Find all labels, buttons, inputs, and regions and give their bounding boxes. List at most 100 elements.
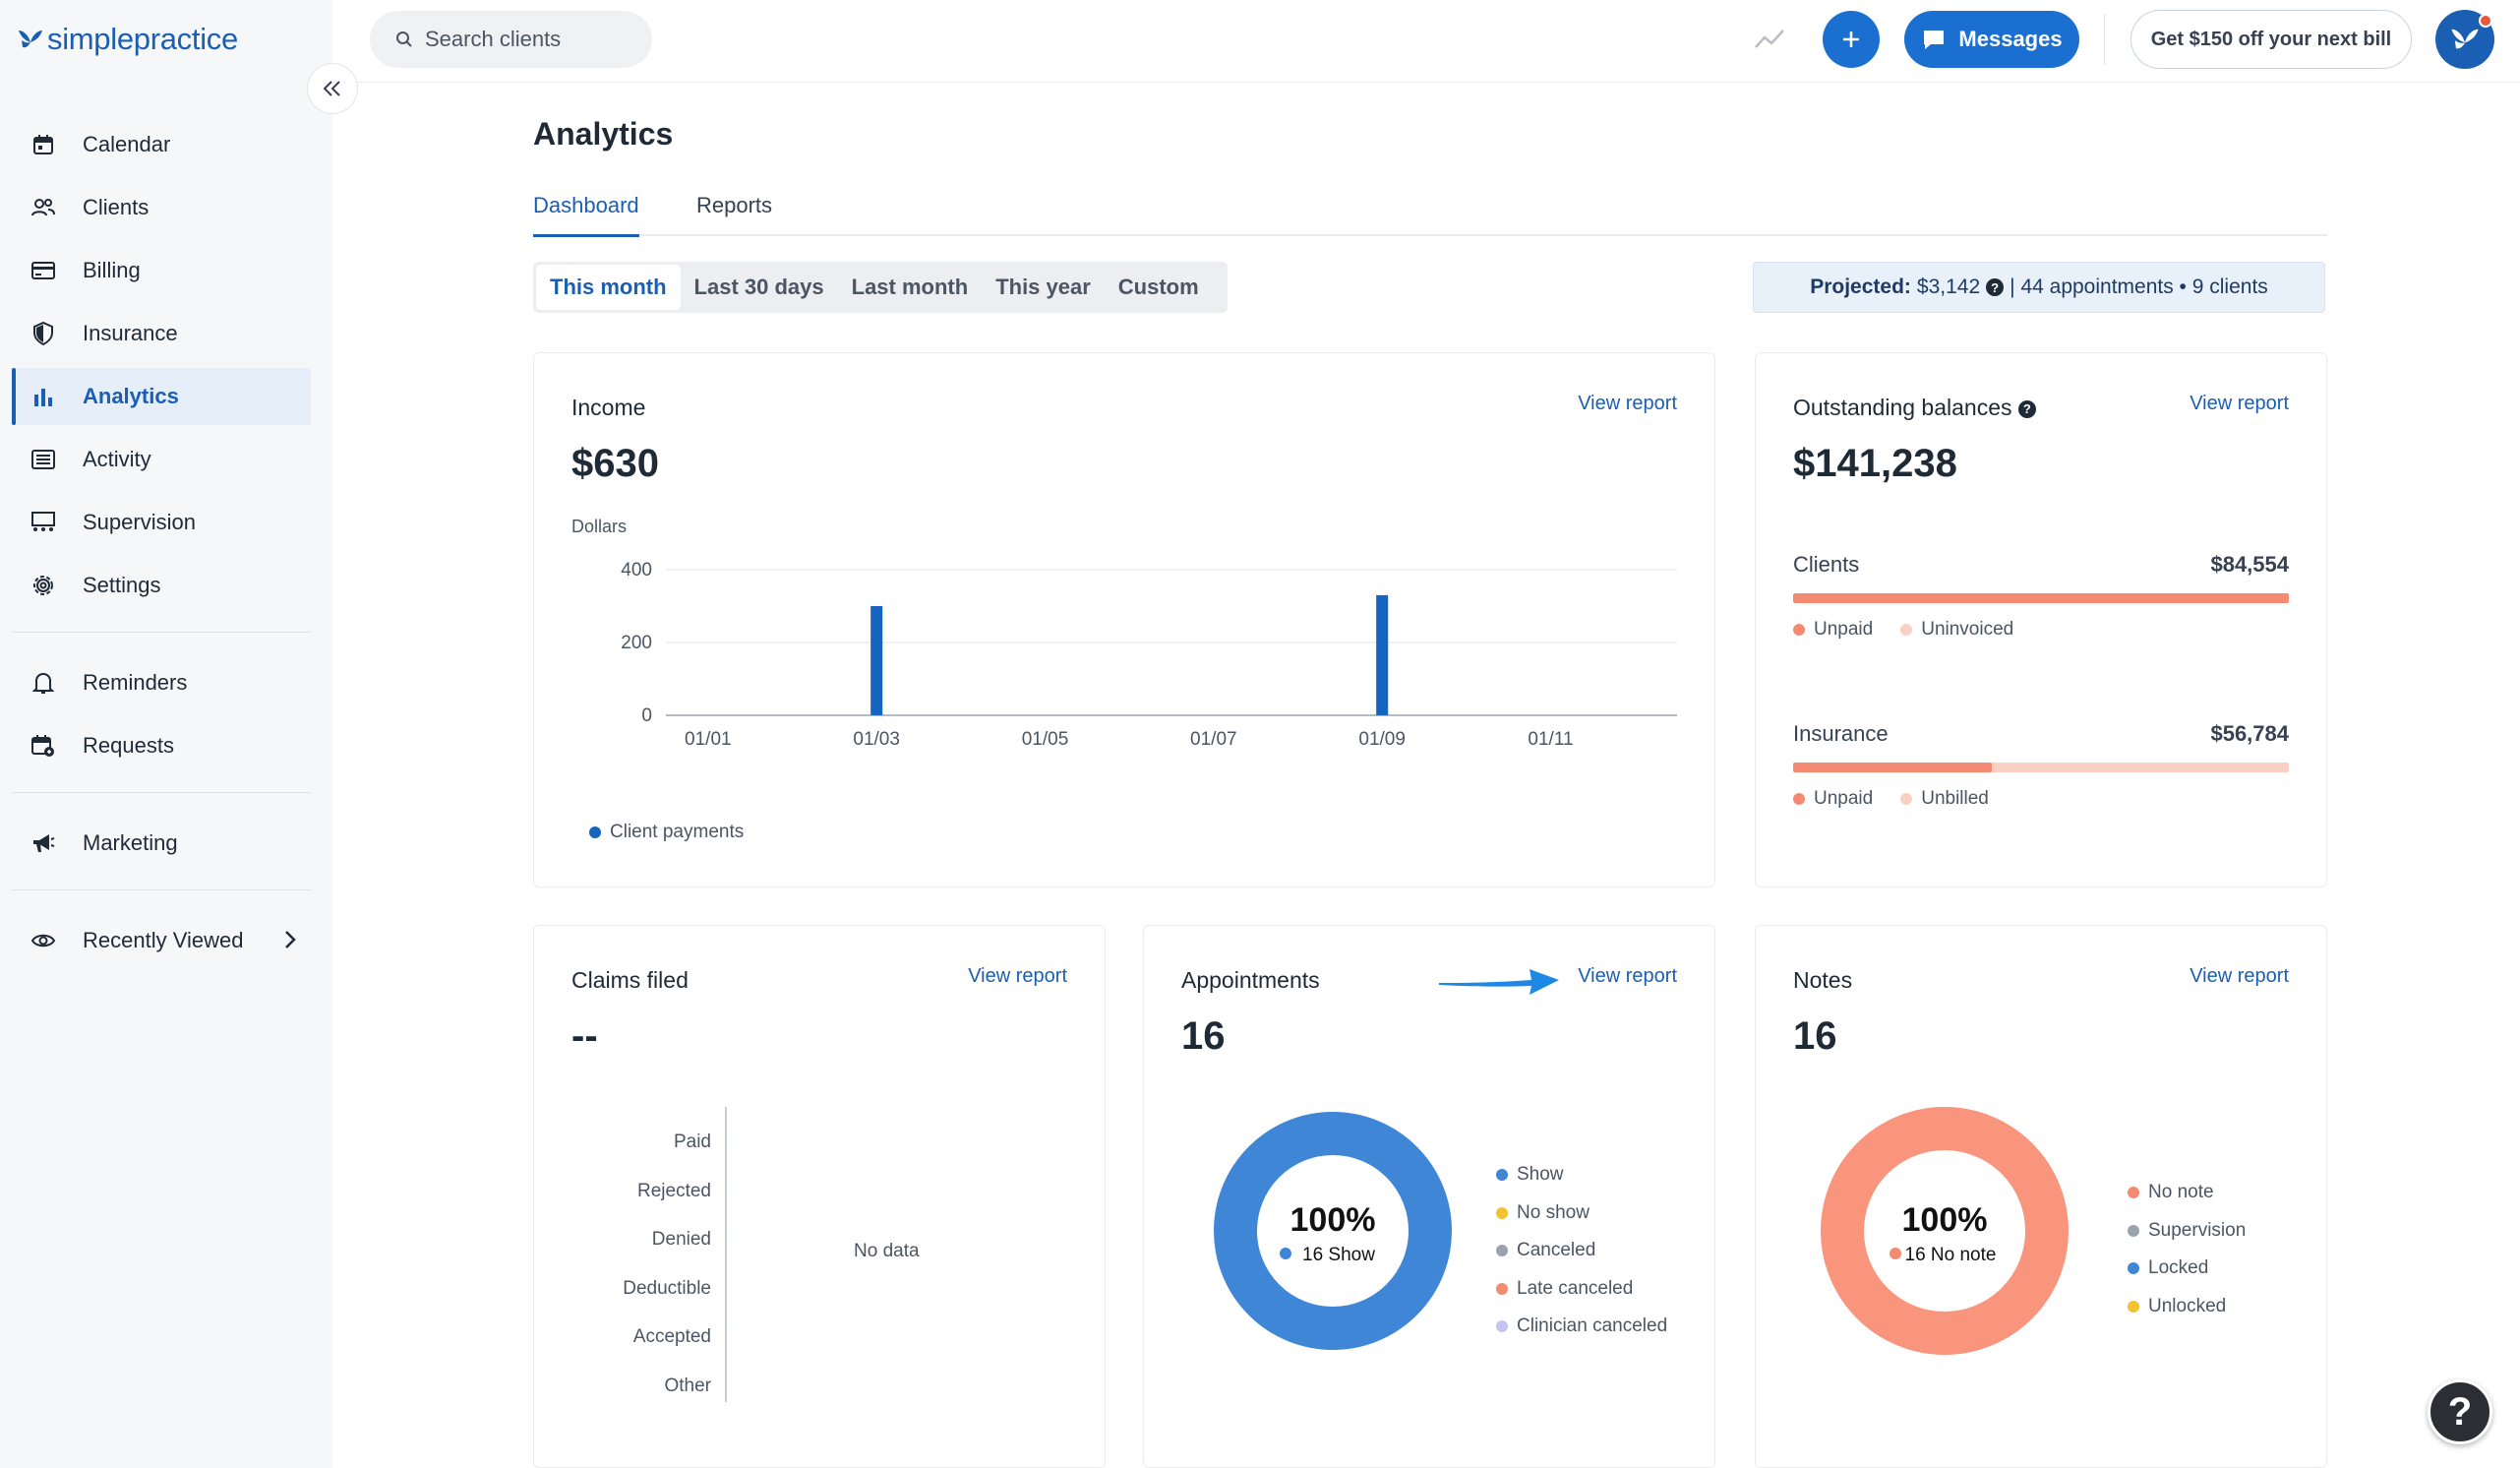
appointments-view-report-link[interactable]: View report	[1578, 965, 1677, 987]
sidebar-item-marketing[interactable]: Marketing	[12, 815, 311, 872]
sidebar-item-insurance[interactable]: Insurance	[12, 305, 311, 362]
appointments-total: 16	[1181, 1014, 1226, 1058]
legend-dot	[1496, 1169, 1508, 1182]
brand-name: simplepractice	[47, 22, 238, 57]
sidebar-divider	[12, 889, 311, 890]
tab-reports[interactable]: Reports	[696, 193, 773, 217]
chat-icon	[1924, 31, 1945, 49]
sidebar-item-settings[interactable]: Settings	[12, 557, 311, 614]
legend-dot	[2128, 1300, 2139, 1313]
tab-dashboard[interactable]: Dashboard	[533, 193, 639, 237]
income-legend: Client payments	[589, 822, 744, 843]
insurance-balance-legend: Unpaid Unbilled	[1793, 788, 1989, 810]
sidebar-item-label: Activity	[83, 447, 151, 471]
help-circle-icon[interactable]: ?	[2017, 399, 2036, 418]
legend-label: Unbilled	[1921, 788, 1989, 809]
legend-dot	[1496, 1245, 1508, 1257]
sidebar-item-analytics[interactable]: Analytics	[12, 368, 311, 425]
sidebar-item-label: Insurance	[83, 321, 178, 345]
sidebar-item-supervision[interactable]: Supervision	[12, 494, 311, 551]
y-tick-label: 0	[641, 705, 652, 726]
sidebar-item-recently-viewed[interactable]: Recently Viewed	[12, 912, 311, 969]
sidebar-item-label: Reminders	[83, 670, 188, 695]
promo-button[interactable]: Get $150 off your next bill	[2130, 10, 2412, 69]
legend-item: Supervision	[2128, 1212, 2246, 1251]
chevron-right-icon	[283, 928, 297, 957]
date-range-selector: This month Last 30 days Last month This …	[533, 262, 1228, 313]
income-view-report-link[interactable]: View report	[1578, 393, 1677, 414]
legend-dot	[1496, 1282, 1508, 1295]
x-tick-label: 01/05	[1022, 729, 1069, 750]
bell-icon	[30, 669, 57, 697]
brand-part-1: simple	[47, 22, 134, 56]
supervision-icon	[30, 509, 57, 536]
range-this-year[interactable]: This year	[995, 275, 1091, 299]
sidebar-item-activity[interactable]: Activity	[12, 431, 311, 488]
legend-dot	[1496, 1206, 1508, 1219]
income-bar[interactable]	[1376, 594, 1389, 715]
income-total: $630	[571, 442, 659, 485]
range-this-month[interactable]: This month	[536, 265, 681, 310]
sidebar-nav: Calendar Clients Billing Insurance Analy…	[12, 116, 311, 975]
sidebar-item-billing[interactable]: Billing	[12, 242, 311, 299]
projected-amount: $3,142	[1916, 275, 1981, 298]
range-last-month[interactable]: Last month	[851, 275, 969, 299]
legend-label: Canceled	[1517, 1240, 1596, 1260]
x-tick-label: 01/03	[853, 729, 900, 750]
legend-item: Late canceled	[1496, 1270, 1667, 1309]
add-button[interactable]	[1823, 11, 1880, 68]
search-input[interactable]	[425, 27, 641, 52]
search-icon	[396, 31, 412, 47]
claims-category-list: Paid Rejected Denied Deductible Accepted…	[573, 1118, 711, 1410]
annotation-arrow	[1439, 969, 1559, 995]
plus-icon	[1843, 31, 1859, 47]
legend-dot	[1793, 624, 1805, 636]
sidebar-divider	[12, 632, 311, 633]
clients-balance-amount: $84,554	[2210, 552, 2289, 577]
notes-donut-chart: 100% 16 No note	[1821, 1107, 2069, 1355]
claims-category-label: Deductible	[623, 1277, 711, 1299]
trend-icon[interactable]	[1753, 22, 1786, 62]
legend-label: No note	[2148, 1182, 2214, 1202]
search-box[interactable]	[370, 11, 652, 68]
x-tick-label: 01/07	[1190, 729, 1237, 750]
calendar-icon	[30, 131, 57, 158]
legend-dot	[2128, 1187, 2139, 1199]
sidebar-item-reminders[interactable]: Reminders	[12, 654, 311, 711]
legend-dot	[1900, 793, 1913, 805]
sidebar-item-clients[interactable]: Clients	[12, 179, 311, 236]
income-title: Income	[571, 395, 646, 420]
avatar[interactable]	[2435, 10, 2494, 69]
appointments-card: Appointments View report 16 100% 16 Show…	[1143, 925, 1715, 1468]
bar-chart-icon	[30, 383, 57, 410]
sidebar-item-label: Billing	[83, 258, 141, 282]
help-circle-icon[interactable]: ?	[1986, 278, 2005, 296]
messages-button[interactable]: Messages	[1904, 11, 2079, 68]
help-button[interactable]: ?	[2428, 1379, 2492, 1444]
claims-filed-card: Claims filed View report -- Paid Rejecte…	[533, 925, 1106, 1468]
outstanding-view-report-link[interactable]: View report	[2190, 393, 2289, 414]
appointments-donut-ring	[1214, 1112, 1452, 1350]
insurance-balance-amount: $56,784	[2210, 721, 2289, 746]
legend-label: No show	[1517, 1201, 1590, 1223]
appointments-donut-percent: 100%	[1290, 1201, 1376, 1239]
legend-label: Uninvoiced	[1921, 619, 2014, 640]
range-custom[interactable]: Custom	[1117, 275, 1199, 299]
legend-label: Unpaid	[1814, 619, 1874, 640]
simplepractice-logo[interactable]: simplepractice	[16, 22, 238, 57]
projected-summary: Projected: $3,142 ? | 44 appointments • …	[1753, 262, 2325, 313]
sidebar-item-calendar[interactable]: Calendar	[12, 116, 311, 173]
legend-dot	[1793, 793, 1805, 805]
notes-view-report-link[interactable]: View report	[2190, 965, 2289, 987]
sidebar-item-requests[interactable]: Requests	[12, 717, 311, 774]
range-last-30-days[interactable]: Last 30 days	[693, 275, 824, 299]
claims-view-report-link[interactable]: View report	[968, 965, 1067, 987]
collapse-sidebar-button[interactable]	[307, 63, 358, 114]
income-legend-label: Client payments	[610, 822, 745, 842]
butterfly-avatar-icon	[2451, 29, 2479, 49]
claims-category-label: Rejected	[637, 1180, 711, 1201]
income-bar[interactable]	[870, 606, 883, 715]
claims-no-data: No data	[854, 1241, 920, 1261]
x-tick-label: 01/11	[1528, 729, 1573, 750]
claims-axis-line	[725, 1107, 727, 1402]
